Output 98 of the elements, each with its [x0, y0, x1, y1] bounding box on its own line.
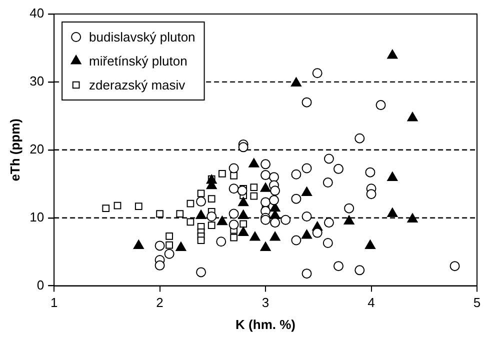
point	[238, 226, 249, 236]
point	[280, 214, 291, 225]
point	[228, 163, 239, 174]
point	[302, 211, 312, 222]
point	[250, 192, 258, 200]
point	[228, 220, 239, 230]
point	[240, 220, 248, 228]
point	[166, 241, 173, 249]
point	[164, 248, 174, 259]
point	[186, 200, 194, 208]
point	[322, 238, 333, 248]
point	[344, 215, 354, 224]
point	[407, 112, 418, 122]
legend-label: miřetínský pluton	[89, 54, 188, 69]
point	[156, 210, 164, 218]
point	[238, 210, 249, 220]
point	[216, 216, 228, 226]
point	[133, 240, 144, 249]
point	[196, 210, 206, 220]
point	[376, 100, 386, 110]
point	[154, 240, 165, 251]
y-tick-label: 30	[30, 74, 44, 89]
point	[260, 170, 271, 180]
point	[291, 169, 302, 180]
point	[333, 261, 344, 272]
point	[270, 186, 280, 196]
x-tick-label: 1	[50, 295, 58, 310]
point	[302, 97, 312, 108]
point	[290, 77, 302, 87]
point	[354, 133, 365, 144]
point	[366, 189, 376, 200]
point	[238, 142, 248, 152]
point	[230, 172, 238, 180]
point	[176, 242, 186, 251]
point	[228, 184, 239, 194]
point	[260, 242, 271, 251]
legend-label: budislavský pluton	[89, 30, 196, 45]
point	[216, 236, 226, 247]
point	[134, 202, 142, 210]
point	[291, 235, 302, 246]
y-tick-label: 10	[30, 209, 44, 224]
point	[237, 186, 248, 196]
point	[260, 159, 271, 170]
point	[196, 267, 206, 278]
point	[260, 182, 271, 192]
point	[344, 203, 354, 214]
point	[268, 172, 279, 182]
point	[114, 202, 122, 210]
point	[365, 167, 376, 178]
x-axis-title: K (hm. %)	[236, 316, 296, 332]
point	[270, 218, 280, 228]
point	[154, 260, 165, 270]
point	[228, 208, 239, 219]
point	[322, 178, 333, 188]
x-tick-label: 2	[156, 295, 164, 310]
point	[208, 222, 216, 230]
point	[248, 158, 260, 168]
y-tick-label: 0	[36, 277, 44, 292]
point	[208, 195, 216, 203]
point	[206, 211, 217, 222]
point	[250, 184, 258, 191]
y-tick-label: 20	[30, 141, 44, 156]
point	[387, 172, 398, 182]
point	[102, 204, 110, 212]
point	[407, 213, 418, 222]
point	[197, 190, 205, 198]
x-tick-label: 3	[262, 295, 270, 310]
point	[333, 164, 344, 174]
point	[387, 208, 398, 218]
y-tick-label: 40	[30, 6, 44, 21]
point	[238, 196, 249, 206]
point	[196, 196, 206, 207]
point	[197, 236, 205, 244]
point	[354, 265, 365, 276]
point	[291, 194, 302, 204]
point	[364, 240, 376, 249]
point	[176, 210, 184, 218]
point	[387, 49, 398, 59]
point	[324, 218, 334, 228]
point	[270, 232, 280, 241]
point	[450, 261, 460, 272]
point	[302, 186, 312, 196]
x-tick-label: 5	[473, 295, 481, 310]
point	[218, 170, 226, 178]
point	[324, 154, 334, 164]
point	[186, 218, 194, 226]
point	[312, 228, 322, 238]
legend-label: zderazský masiv	[89, 78, 186, 93]
point	[166, 232, 173, 240]
y-axis-title: eTh (ppm)	[7, 118, 22, 182]
point	[302, 268, 312, 279]
point	[302, 163, 312, 174]
point	[302, 230, 312, 239]
point	[230, 234, 238, 242]
point	[250, 232, 260, 241]
point	[312, 68, 322, 78]
point	[268, 195, 279, 206]
x-tick-label: 4	[368, 295, 375, 310]
